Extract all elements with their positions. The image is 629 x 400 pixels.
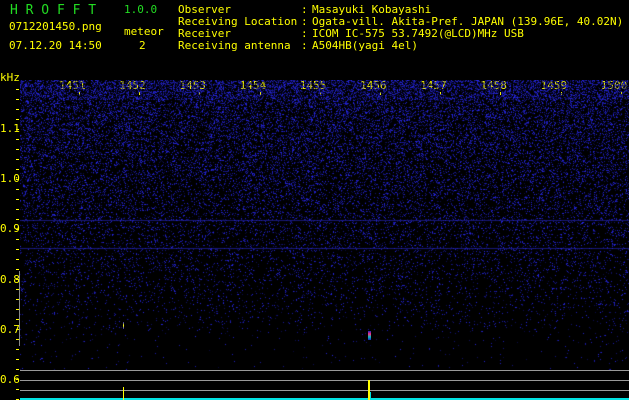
level-line [20, 370, 629, 371]
y-tick [16, 229, 19, 230]
info-value: A504HB(yagi 4el) [312, 39, 418, 52]
y-tick-label: 0.6 [0, 373, 20, 386]
y-tick [16, 129, 19, 130]
y-tick [16, 319, 19, 320]
y-tick [16, 249, 19, 250]
spectrogram [20, 80, 629, 400]
meteor-bar [370, 392, 371, 400]
y-tick-label: 0.9 [0, 222, 20, 236]
info-label: Receiving antenna [178, 39, 291, 52]
y-tick [16, 369, 19, 370]
y-tick [16, 289, 19, 290]
y-tick [16, 159, 19, 160]
y-tick [16, 199, 19, 200]
info-value: ICOM IC-575 53.7492(@LCD)MHz USB [312, 27, 524, 40]
file-datetime: 07.12.20 14:50 [9, 39, 102, 52]
y-tick [16, 99, 19, 100]
y-tick [16, 119, 19, 120]
y-tick [16, 179, 19, 180]
y-tick [16, 389, 19, 390]
meteor-bar [123, 387, 124, 400]
meteor-count: 2 [139, 39, 146, 52]
y-tick [16, 239, 19, 240]
y-tick [16, 329, 19, 330]
info-label: Observer [178, 3, 231, 16]
y-tick [16, 309, 19, 310]
y-tick [16, 109, 19, 110]
y-tick [16, 209, 19, 210]
info-value: Masayuki Kobayashi [312, 3, 432, 16]
y-tick [16, 359, 19, 360]
app-version: 1.0.0 [124, 3, 158, 16]
app-name: H R O F F T [10, 3, 97, 18]
file-name: 0712201450.png [9, 20, 102, 33]
level-line [20, 390, 629, 391]
y-tick [16, 139, 19, 140]
y-tick [16, 279, 19, 280]
y-tick-label: 1.0 [0, 172, 20, 186]
meteor-echo [123, 322, 124, 329]
y-tick-label: 1.1 [0, 122, 20, 135]
y-tick [16, 299, 19, 300]
y-unit-label: kHz [0, 71, 20, 84]
y-tick [16, 349, 19, 350]
y-tick [16, 189, 19, 190]
y-tick [16, 89, 19, 90]
meteor-echo [368, 331, 371, 340]
y-tick [16, 149, 19, 150]
y-axis-line [19, 271, 20, 346]
info-colon: : [301, 15, 308, 28]
info-colon: : [301, 3, 308, 16]
y-tick [16, 259, 19, 260]
y-tick [16, 169, 19, 170]
y-tick [16, 269, 19, 270]
y-tick [16, 379, 19, 380]
baseline [20, 398, 629, 400]
info-colon: : [301, 27, 308, 40]
level-line [20, 380, 629, 381]
y-tick-label: 0.8 [0, 272, 20, 286]
info-label: Receiving Location [178, 15, 298, 28]
meteor-label: meteor [124, 25, 164, 38]
info-colon: : [301, 39, 308, 52]
y-tick [16, 219, 19, 220]
meteor-bar [368, 380, 370, 400]
info-value: Ogata-vill. Akita-Pref. JAPAN (139.96E, … [312, 15, 624, 28]
info-label: Receiver [178, 27, 231, 40]
y-tick-label: 0.7 [0, 322, 20, 336]
y-tick [16, 339, 19, 340]
